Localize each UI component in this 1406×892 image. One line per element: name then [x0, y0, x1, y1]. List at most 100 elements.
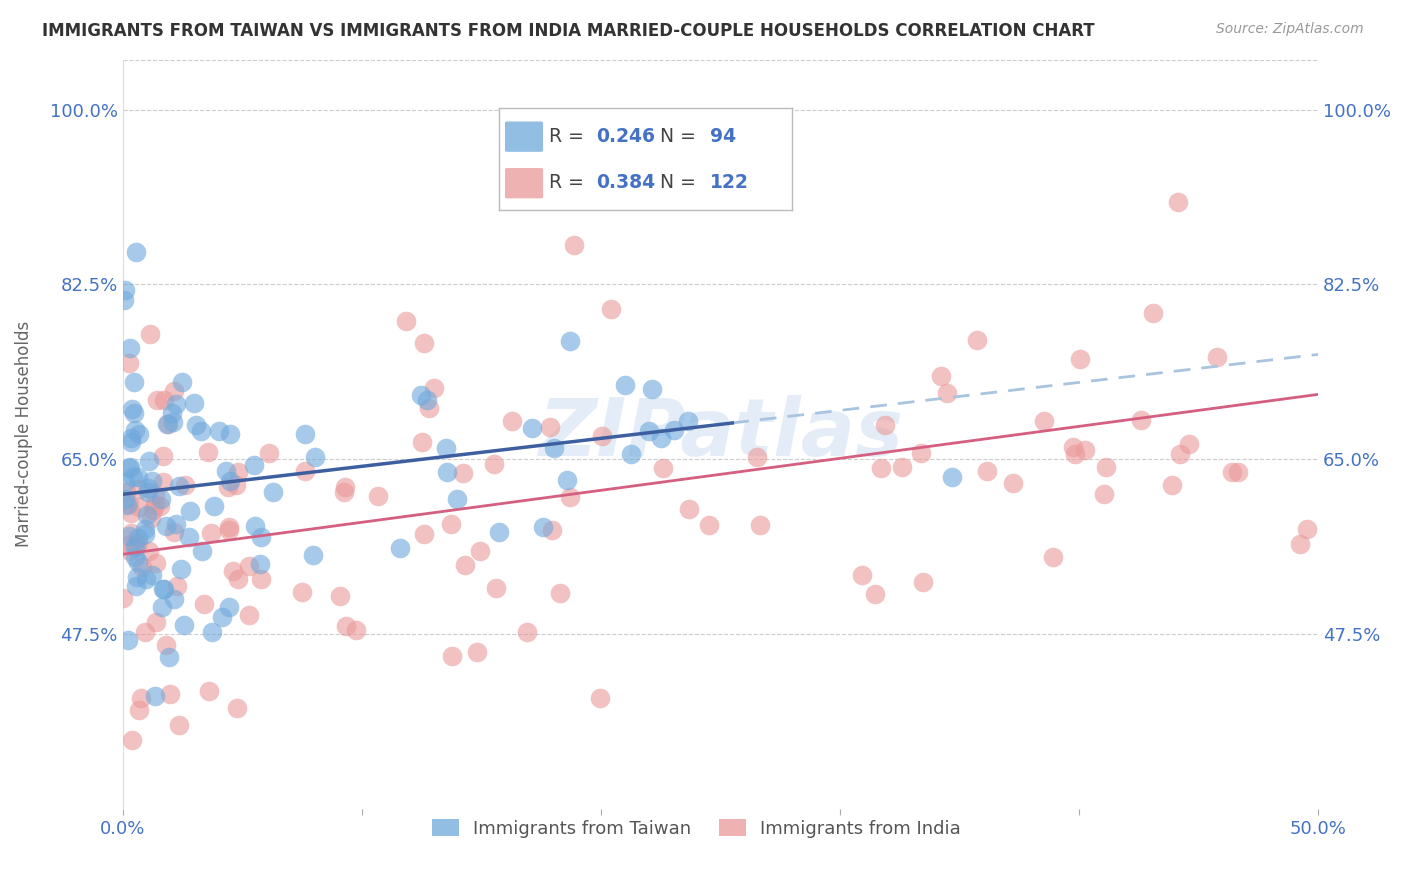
Point [155, 638, 177, 652]
Point [966, 333, 988, 347]
Point [1168, 447, 1191, 461]
Point [165, 397, 187, 411]
Point [488, 524, 510, 539]
Point [543, 441, 565, 455]
Point [197, 445, 219, 459]
Point [555, 474, 578, 488]
Point [143, 498, 166, 512]
Point [238, 608, 260, 623]
Point [294, 427, 316, 442]
Text: IMMIGRANTS FROM TAIWAN VS IMMIGRANTS FROM INDIA MARRIED-COUPLE HOUSEHOLDS CORREL: IMMIGRANTS FROM TAIWAN VS IMMIGRANTS FRO… [42, 22, 1095, 40]
Point [114, 491, 136, 506]
Point [748, 517, 770, 532]
Point [446, 491, 468, 506]
Point [139, 326, 162, 341]
Point [150, 491, 173, 506]
Point [531, 520, 554, 534]
Point [243, 458, 266, 473]
Point [138, 454, 160, 468]
Point [637, 424, 659, 438]
Point [413, 336, 436, 351]
Point [135, 508, 157, 523]
Point [142, 502, 165, 516]
Point [600, 301, 623, 316]
Point [436, 465, 458, 479]
Point [118, 543, 141, 558]
Text: Source: ZipAtlas.com: Source: ZipAtlas.com [1216, 22, 1364, 37]
Legend: Immigrants from Taiwan, Immigrants from India: Immigrants from Taiwan, Immigrants from … [425, 812, 969, 845]
Point [150, 600, 173, 615]
Point [1161, 477, 1184, 491]
Point [468, 544, 491, 558]
Point [641, 382, 664, 396]
Point [1129, 412, 1152, 426]
Point [155, 519, 177, 533]
Point [440, 516, 463, 531]
Point [911, 574, 934, 589]
Point [120, 431, 142, 445]
Point [156, 417, 179, 432]
Point [122, 375, 145, 389]
Point [121, 470, 143, 484]
Point [558, 334, 581, 348]
Point [1064, 447, 1087, 461]
Point [745, 450, 768, 464]
Point [114, 283, 136, 297]
Point [152, 582, 174, 596]
Point [173, 617, 195, 632]
Point [156, 417, 179, 431]
Point [262, 484, 284, 499]
Point [118, 529, 141, 543]
Point [1178, 437, 1201, 451]
Point [291, 585, 314, 599]
Point [141, 511, 163, 525]
Point [222, 564, 245, 578]
Point [134, 625, 156, 640]
Point [588, 691, 610, 706]
Point [163, 524, 186, 539]
Point [226, 701, 249, 715]
Point [170, 562, 193, 576]
Point [122, 406, 145, 420]
Point [250, 572, 273, 586]
Point [124, 540, 146, 554]
Point [129, 691, 152, 706]
Point [118, 341, 141, 355]
Point [112, 591, 135, 605]
Point [143, 488, 166, 502]
Point [120, 435, 142, 450]
Point [157, 650, 180, 665]
Point [118, 497, 141, 511]
Point [131, 560, 153, 574]
Point [344, 623, 367, 637]
Point [167, 718, 190, 732]
Point [218, 523, 240, 537]
Point [159, 687, 181, 701]
Point [540, 523, 562, 537]
Point [591, 429, 613, 443]
Point [454, 558, 477, 572]
Point [179, 530, 201, 544]
Point [1205, 350, 1227, 364]
Point [873, 418, 896, 433]
Point [219, 474, 242, 488]
Point [664, 423, 686, 437]
Point [250, 530, 273, 544]
Point [367, 490, 389, 504]
Point [211, 610, 233, 624]
Point [1069, 352, 1091, 367]
Point [423, 382, 446, 396]
Point [152, 449, 174, 463]
Point [941, 470, 963, 484]
Point [394, 314, 416, 328]
Point [890, 459, 912, 474]
Point [184, 417, 207, 432]
Point [865, 587, 887, 601]
Point [1033, 413, 1056, 427]
Point [118, 356, 141, 370]
Point [335, 619, 357, 633]
Point [228, 465, 250, 479]
Point [127, 531, 149, 545]
Point [114, 475, 136, 489]
Point [520, 420, 543, 434]
